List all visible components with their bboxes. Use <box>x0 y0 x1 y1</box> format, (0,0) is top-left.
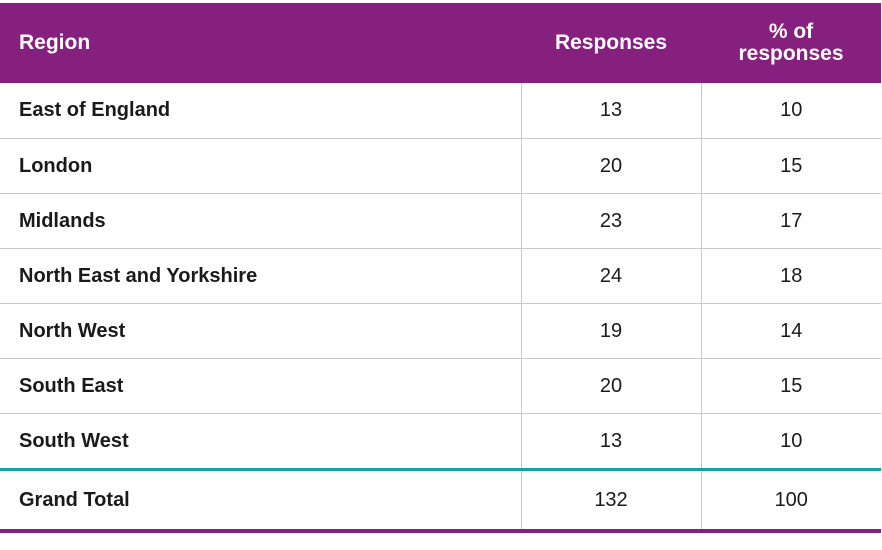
percent-cell: 17 <box>700 193 881 249</box>
percent-cell: 18 <box>700 248 881 304</box>
region-cell: South West <box>0 413 521 471</box>
percent-cell: 15 <box>700 358 881 414</box>
table-row: North East and Yorkshire 24 18 <box>0 248 881 304</box>
table-row: South East 20 15 <box>0 358 881 414</box>
table-row: East of England 13 10 <box>0 83 881 139</box>
responses-cell: 20 <box>520 138 701 194</box>
table-row: London 20 15 <box>0 138 881 194</box>
column-header-percent-text: % of responses <box>738 20 844 65</box>
region-cell: Midlands <box>0 193 521 249</box>
grand-total-row: Grand Total 132 100 <box>0 469 881 533</box>
responses-cell: 13 <box>520 413 701 471</box>
responses-cell: 19 <box>520 303 701 359</box>
table-row: South West 13 10 <box>0 413 881 471</box>
percent-cell: 15 <box>700 138 881 194</box>
percent-cell: 10 <box>700 83 881 139</box>
percent-cell: 14 <box>700 303 881 359</box>
region-cell: North West <box>0 303 521 359</box>
table-row: Midlands 23 17 <box>0 193 881 249</box>
column-header-region: Region <box>0 3 521 83</box>
header-row: Region Responses % of responses <box>0 3 881 83</box>
regional-responses-table: Region Responses % of responses East of … <box>0 3 881 533</box>
column-header-percent-of-responses: % of responses <box>701 3 881 83</box>
percent-cell: 10 <box>700 413 881 471</box>
grand-total-responses: 132 <box>520 469 701 533</box>
grand-total-percent: 100 <box>700 469 881 533</box>
responses-cell: 13 <box>520 83 701 139</box>
column-header-responses: Responses <box>521 3 701 83</box>
table-row: North West 19 14 <box>0 303 881 359</box>
region-cell: South East <box>0 358 521 414</box>
responses-cell: 24 <box>520 248 701 304</box>
responses-cell: 23 <box>520 193 701 249</box>
regional-responses-table-wrapper: Region Responses % of responses East of … <box>0 3 882 533</box>
region-cell: London <box>0 138 521 194</box>
responses-cell: 20 <box>520 358 701 414</box>
region-cell: North East and Yorkshire <box>0 248 521 304</box>
grand-total-label: Grand Total <box>0 469 521 533</box>
region-cell: East of England <box>0 83 521 139</box>
